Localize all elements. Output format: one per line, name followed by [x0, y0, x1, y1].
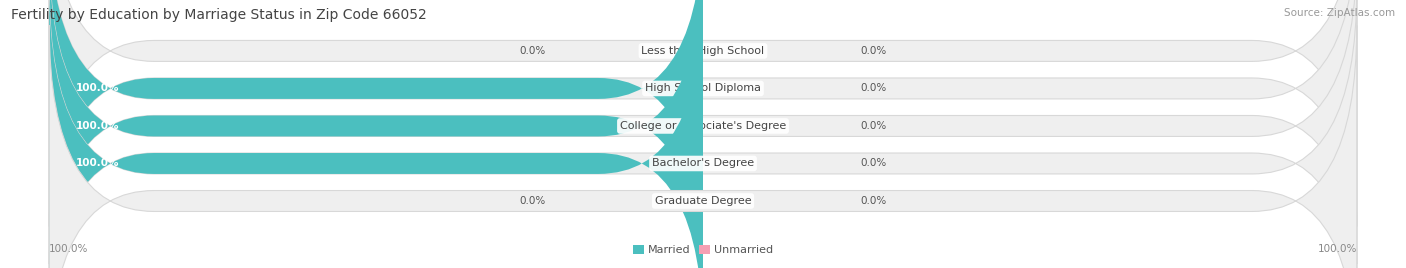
Text: College or Associate's Degree: College or Associate's Degree	[620, 121, 786, 131]
FancyBboxPatch shape	[49, 0, 1357, 264]
FancyBboxPatch shape	[49, 0, 1357, 268]
Text: High School Diploma: High School Diploma	[645, 83, 761, 94]
Text: Graduate Degree: Graduate Degree	[655, 196, 751, 206]
Text: 100.0%: 100.0%	[76, 158, 120, 169]
Legend: Married, Unmarried: Married, Unmarried	[628, 241, 778, 260]
FancyBboxPatch shape	[49, 0, 703, 268]
Text: 0.0%: 0.0%	[860, 158, 886, 169]
FancyBboxPatch shape	[49, 0, 703, 264]
FancyBboxPatch shape	[49, 0, 1357, 226]
Text: Bachelor's Degree: Bachelor's Degree	[652, 158, 754, 169]
Text: 0.0%: 0.0%	[860, 196, 886, 206]
Text: Less than High School: Less than High School	[641, 46, 765, 56]
Text: 0.0%: 0.0%	[860, 121, 886, 131]
Text: 0.0%: 0.0%	[860, 46, 886, 56]
Text: 100.0%: 100.0%	[49, 244, 89, 254]
FancyBboxPatch shape	[49, 0, 703, 268]
Text: 100.0%: 100.0%	[1317, 244, 1357, 254]
Text: 0.0%: 0.0%	[520, 196, 546, 206]
Text: 0.0%: 0.0%	[860, 83, 886, 94]
Text: 100.0%: 100.0%	[76, 121, 120, 131]
FancyBboxPatch shape	[49, 0, 1357, 268]
Text: Fertility by Education by Marriage Status in Zip Code 66052: Fertility by Education by Marriage Statu…	[11, 8, 427, 22]
Text: Source: ZipAtlas.com: Source: ZipAtlas.com	[1284, 8, 1395, 18]
Text: 0.0%: 0.0%	[520, 46, 546, 56]
Text: 100.0%: 100.0%	[76, 83, 120, 94]
FancyBboxPatch shape	[49, 25, 1357, 268]
